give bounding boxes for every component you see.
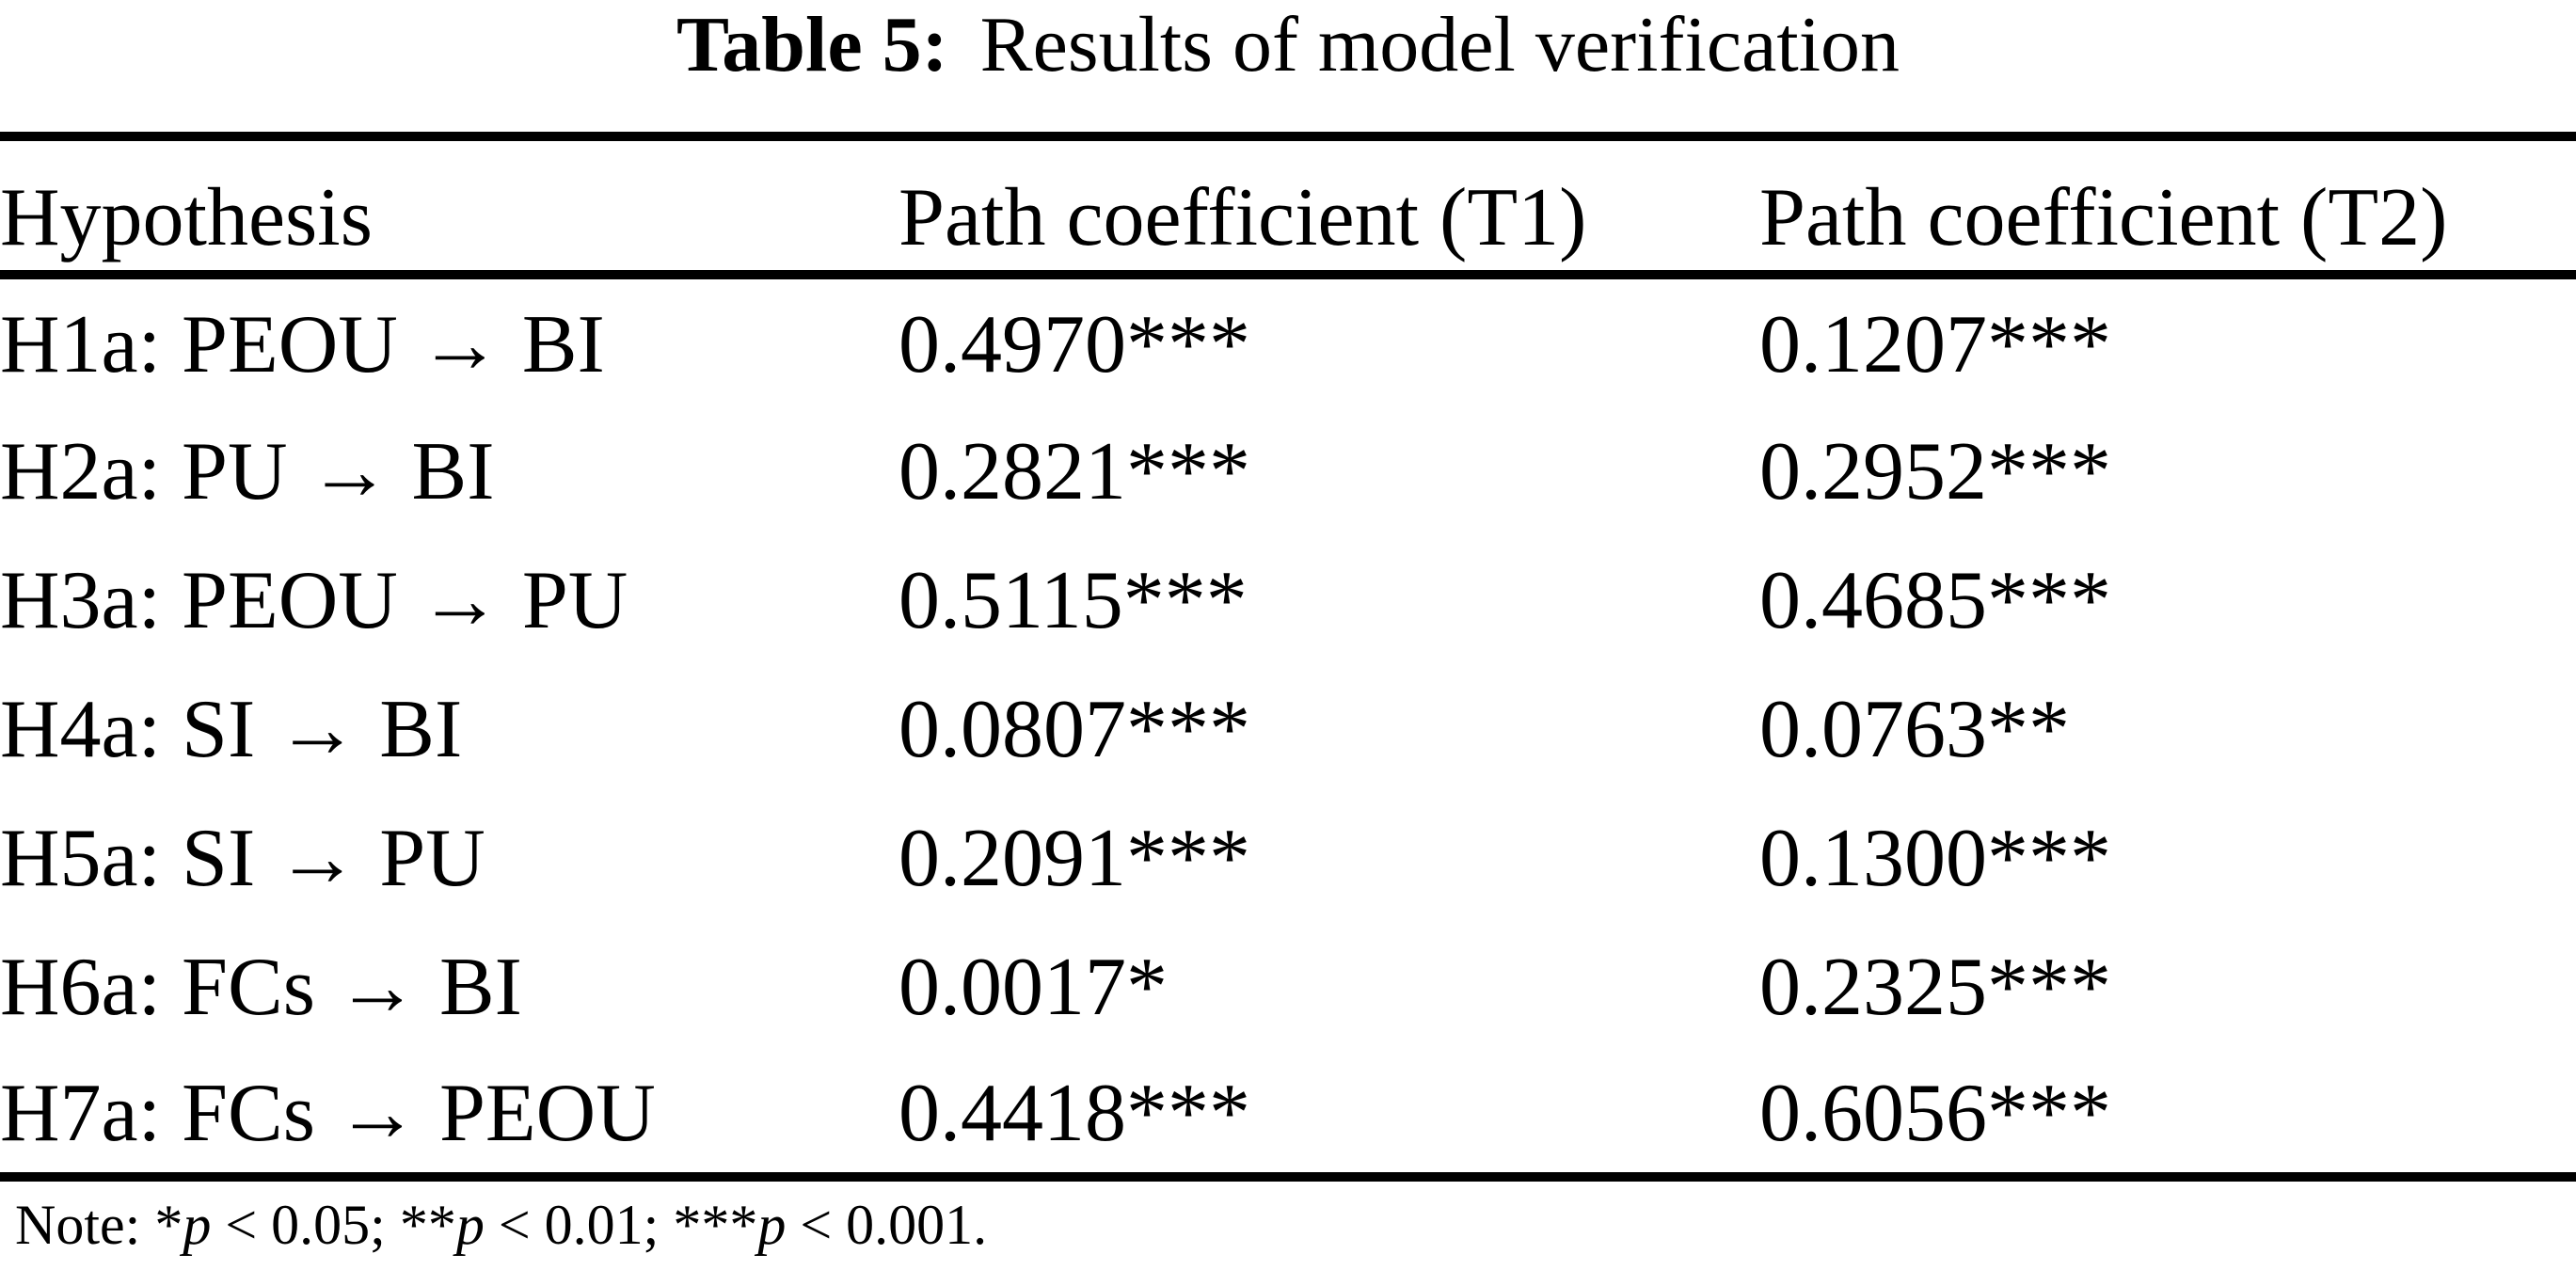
path-coefficient-t1-cell: 0.4970*** [898, 299, 1250, 390]
hypothesis-cell: H7a: FCs → PEOU [0, 1068, 656, 1159]
note-condition: < 0.01; [484, 1194, 674, 1256]
hypothesis-cell: H2a: PU → BI [0, 425, 495, 517]
table-note: Note: *p < 0.05; **p < 0.01; ***p < 0.00… [0, 1182, 2576, 1253]
note-stars: *** [673, 1194, 758, 1256]
note-p-symbol: p [455, 1194, 485, 1256]
path-coefficient-t2-cell: 0.1300*** [1759, 812, 2111, 904]
col-header-hypothesis: Hypothesis [0, 171, 373, 263]
table-caption-title: Results of model verification [979, 1, 1900, 88]
header-row: Hypothesis Path coefficient (T1) Path co… [0, 136, 2576, 275]
table-row: H3a: PEOU → PU 0.5115*** 0.4685*** [0, 532, 2576, 661]
hypothesis-cell: H6a: FCs → BI [0, 941, 522, 1033]
table-row: H4a: SI → BI 0.0807*** 0.0763** [0, 661, 2576, 790]
table-row: H5a: SI → PU 0.2091*** 0.1300*** [0, 790, 2576, 919]
note-p-symbol: p [757, 1194, 787, 1256]
path-coefficient-t1-cell: 0.2091*** [898, 812, 1250, 904]
path-coefficient-t1-cell: 0.4418*** [898, 1068, 1250, 1159]
table-row: H2a: PU → BI 0.2821*** 0.2952*** [0, 404, 2576, 532]
table-row: H1a: PEOU → BI 0.4970*** 0.1207*** [0, 275, 2576, 404]
hypothesis-cell: H1a: PEOU → BI [0, 299, 605, 390]
col-header-path-coefficient-t1: Path coefficient (T1) [898, 171, 1587, 263]
note-condition: < 0.05; [211, 1194, 400, 1256]
note-prefix: Note: [15, 1194, 155, 1256]
path-coefficient-t1-cell: 0.5115*** [898, 554, 1248, 646]
path-coefficient-t2-cell: 0.1207*** [1759, 299, 2111, 390]
hypothesis-cell: H5a: SI → PU [0, 812, 485, 904]
path-coefficient-t2-cell: 0.0763** [1759, 683, 2070, 775]
table-row: H6a: FCs → BI 0.0017* 0.2325*** [0, 919, 2576, 1048]
path-coefficient-t1-cell: 0.2821*** [898, 425, 1250, 517]
note-p-symbol: p [183, 1194, 212, 1256]
path-coefficient-t2-cell: 0.2325*** [1759, 941, 2111, 1033]
col-header-path-coefficient-t2: Path coefficient (T2) [1759, 171, 2448, 263]
results-table: Hypothesis Path coefficient (T1) Path co… [0, 132, 2576, 1182]
path-coefficient-t1-cell: 0.0017* [898, 941, 1168, 1033]
table-body: H1a: PEOU → BI 0.4970*** 0.1207*** H2a: PU … [0, 275, 2576, 1177]
table-caption-label: Table 5: [676, 1, 948, 88]
path-coefficient-t2-cell: 0.2952*** [1759, 425, 2111, 517]
note-condition: < 0.001. [786, 1194, 988, 1256]
table-row: H7a: FCs → PEOU 0.4418*** 0.6056*** [0, 1048, 2576, 1177]
note-stars: ** [399, 1194, 456, 1256]
path-coefficient-t2-cell: 0.4685*** [1759, 554, 2111, 646]
note-stars: * [154, 1194, 183, 1256]
hypothesis-cell: H4a: SI → BI [0, 683, 463, 775]
path-coefficient-t2-cell: 0.6056*** [1759, 1068, 2111, 1159]
hypothesis-cell: H3a: PEOU → PU [0, 554, 628, 646]
table-caption: Table 5: Results of model verification [0, 0, 2576, 132]
path-coefficient-t1-cell: 0.0807*** [898, 683, 1250, 775]
